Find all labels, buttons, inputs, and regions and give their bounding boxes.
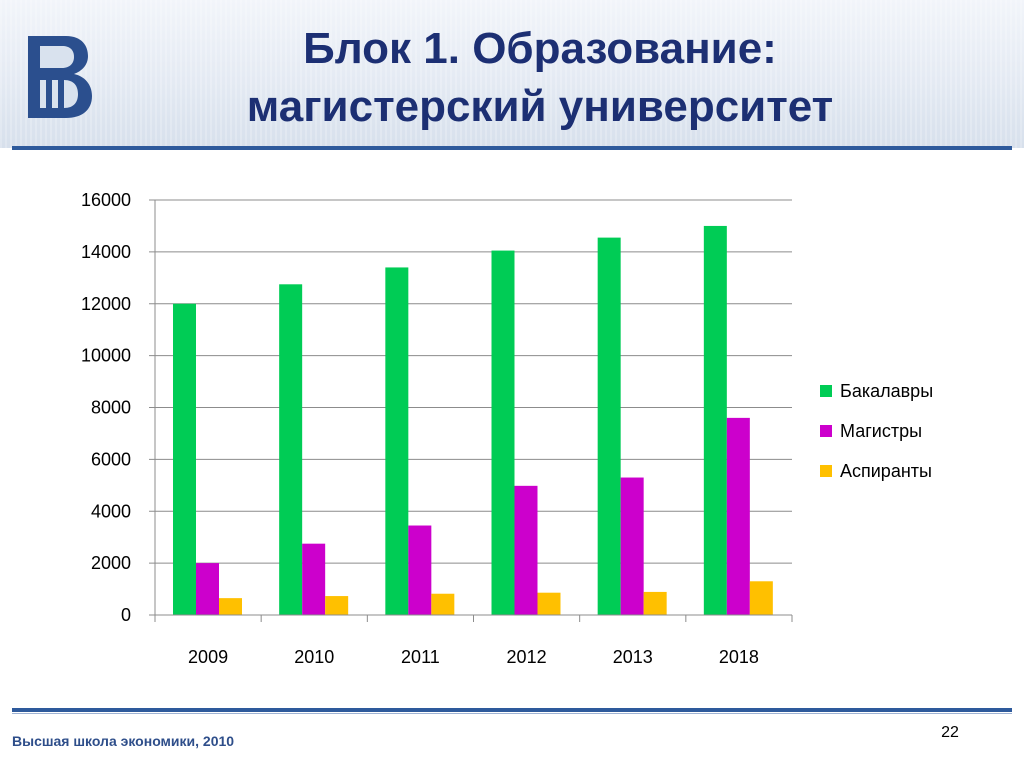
bar-Магистры-2018: [726, 417, 750, 615]
bar-Бакалавры-2011: [385, 267, 409, 615]
x-tick-label: 2011: [401, 647, 440, 667]
chart-gridlines: [149, 199, 792, 616]
bar-Аспиранты-2018: [749, 581, 773, 615]
footer-org-label: Высшая школа экономики, 2010: [12, 733, 235, 749]
legend-swatch: [820, 465, 832, 477]
bar-Бакалавры-2009: [173, 303, 196, 615]
y-tick-label: 10000: [81, 346, 131, 366]
page-number: 22: [941, 724, 959, 741]
y-tick-label: 4000: [91, 501, 131, 521]
bar-Аспиранты-2010: [325, 596, 349, 615]
bar-Магистры-2011: [408, 525, 432, 615]
bar-Бакалавры-2013: [597, 237, 621, 615]
x-tick-label: 2010: [294, 647, 334, 667]
bar-Магистры-2012: [514, 485, 538, 615]
header-divider: [12, 146, 1012, 150]
hse-logo-icon: [28, 36, 92, 118]
footer-divider: [12, 708, 1012, 712]
legend-label: Аспиранты: [840, 461, 932, 481]
legend-swatch: [820, 385, 832, 397]
bar-Бакалавры-2018: [703, 225, 727, 615]
x-axis-tick-labels: 2009 2010 2011 2012 2013 2018: [188, 647, 759, 667]
y-tick-label: 8000: [91, 398, 131, 418]
y-tick-label: 16000: [81, 190, 131, 210]
y-axis-tick-labels: 0 2000 4000 6000 8000 10000 12000 14000 16000: [81, 190, 131, 625]
bar-Бакалавры-2010: [279, 284, 303, 615]
y-tick-label: 12000: [81, 294, 131, 314]
bar-Аспиранты-2013: [643, 591, 667, 615]
legend-label: Бакалавры: [840, 381, 933, 401]
chart-axes: [154, 200, 793, 622]
legend-swatch: [820, 425, 832, 437]
x-tick-label: 2018: [719, 647, 759, 667]
bar-Бакалавры-2012: [491, 250, 515, 615]
slide-title: Блок 1. Образование: магистерский универ…: [150, 20, 930, 136]
y-tick-label: 6000: [91, 449, 131, 469]
y-tick-label: 0: [121, 605, 131, 625]
x-tick-label: 2013: [613, 647, 653, 667]
x-tick-label: 2012: [507, 647, 547, 667]
y-tick-label: 14000: [81, 242, 131, 262]
slide-title-line-1: Блок 1. Образование:: [303, 24, 777, 73]
bar-Магистры-2010: [302, 543, 326, 615]
y-tick-label: 2000: [91, 553, 131, 573]
bar-Магистры-2013: [620, 477, 644, 615]
bar-Аспиранты-2012: [537, 592, 561, 615]
x-tick-label: 2009: [188, 647, 228, 667]
chart-legend: Бакалавры Магистры Аспиранты: [820, 381, 933, 481]
chart-bars: [173, 225, 773, 615]
legend-label: Магистры: [840, 421, 922, 441]
bar-Аспиранты-2011: [431, 593, 455, 615]
bar-Магистры-2009: [196, 563, 219, 615]
header-band: [0, 0, 1024, 148]
bar-Аспиранты-2009: [219, 598, 242, 615]
footer-divider-thin: [12, 713, 1012, 714]
slide-title-line-2: магистерский университет: [246, 82, 834, 131]
